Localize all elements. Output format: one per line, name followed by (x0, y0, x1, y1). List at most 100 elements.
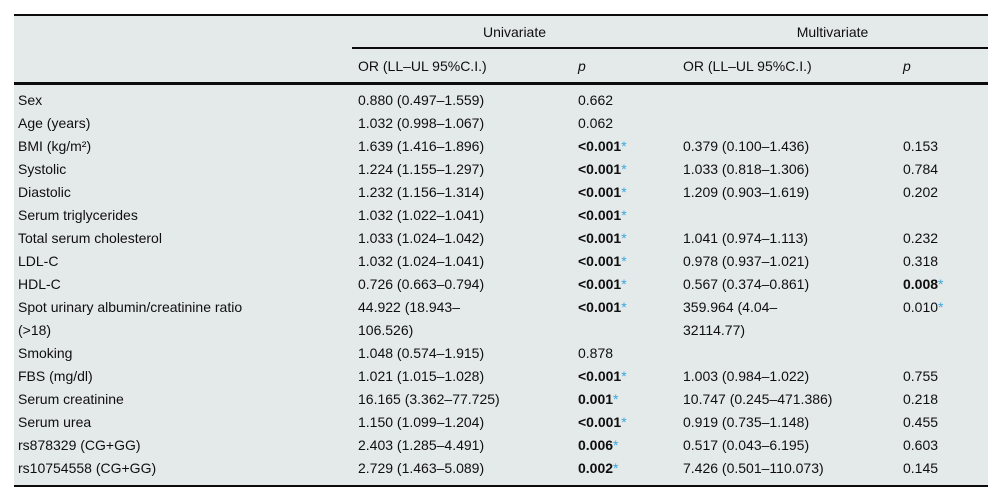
p-value-univariate: 0.006* (572, 434, 677, 457)
p-value-multivariate: 0.784 (897, 158, 988, 181)
or-value-multivariate: 0.379 (0.100–1.436) (683, 138, 810, 154)
table-row: LDL-C 1.032 (1.024–1.041) <0.001* 0.978 (0.… (14, 250, 988, 273)
or-value-multivariate: 7.426 (0.501–110.073) (683, 460, 824, 476)
p-value-multivariate: 0.455 (897, 411, 988, 434)
significance-star: * (621, 368, 627, 384)
or-value-univariate: 0.726 (0.663–0.794) (358, 276, 485, 292)
significance-star: * (621, 161, 627, 177)
label-column-spacer (14, 15, 352, 48)
or-value-univariate: 1.150 (1.099–1.204) (358, 414, 485, 430)
p-text: 0.010 (903, 299, 939, 315)
p-text: <0.001 (578, 253, 622, 269)
p-value-multivariate: 0.202 (897, 181, 988, 204)
or-value-multivariate (677, 342, 897, 365)
table-row: Serum triglycerides 1.032 (1.022–1.041) <0… (14, 204, 988, 227)
or-value-univariate: 1.639 (1.416–1.896) (358, 138, 485, 154)
p-value-multivariate (897, 112, 988, 135)
table-row: BMI (kg/m²) 1.639 (1.416–1.896) <0.001* 0.3… (14, 135, 988, 158)
p-value-univariate: <0.001* (572, 135, 677, 158)
row-label: FBS (mg/dl) (18, 368, 93, 384)
p-value-univariate: 0.662 (572, 84, 677, 113)
p-value-multivariate (897, 204, 988, 227)
p-value-multivariate: 0.318 (897, 250, 988, 273)
p-value-multivariate: 0.755 (897, 365, 988, 388)
significance-star: * (938, 299, 944, 315)
table-row: Smoking 1.048 (0.574–1.915) 0.878 (14, 342, 988, 365)
row-label: Smoking (18, 345, 73, 361)
p-value-multivariate: 0.008* (897, 273, 988, 296)
significance-star: * (938, 276, 944, 292)
or-value-univariate: 2.403 (1.285–4.491) (358, 437, 485, 453)
p-text: <0.001 (578, 368, 622, 384)
regression-results-table: Univariate Multivariate OR (LL–UL 95%C.I… (14, 14, 988, 487)
group-header-row: Univariate Multivariate (14, 15, 988, 49)
significance-star: * (613, 437, 619, 453)
or-value-univariate: 2.729 (1.463–5.089) (358, 460, 485, 476)
label-column-spacer (14, 48, 352, 85)
p-text: 0.455 (903, 414, 939, 430)
table-row: Serum creatinine 16.165 (3.362–77.725) 0.0… (14, 388, 988, 411)
p-text: 0.318 (903, 253, 939, 269)
p-text: 0.218 (903, 391, 939, 407)
p-text: 0.153 (903, 138, 939, 154)
p-value-univariate: 0.878 (572, 342, 677, 365)
p-value-multivariate: 0.010* (897, 296, 988, 342)
p-text: 0.603 (903, 437, 939, 453)
p-value-univariate: <0.001* (572, 227, 677, 250)
p-text: 0.755 (903, 368, 939, 384)
p-value-univariate: <0.001* (572, 365, 677, 388)
row-label: Age (years) (18, 115, 91, 131)
table-row: HDL-C 0.726 (0.663–0.794) <0.001* 0.567 (0.… (14, 273, 988, 296)
table-row: FBS (mg/dl) 1.021 (1.015–1.028) <0.001* 1.0… (14, 365, 988, 388)
p-value-multivariate: 0.232 (897, 227, 988, 250)
p-value-univariate: <0.001* (572, 204, 677, 227)
or-value-univariate: 1.032 (1.024–1.041) (358, 253, 485, 269)
p-text: <0.001 (578, 299, 622, 315)
or-value-multivariate (677, 112, 897, 135)
or-value-multivariate: 0.567 (0.374–0.861) (683, 276, 810, 292)
p-value-multivariate: 0.145 (897, 457, 988, 486)
table-header: Univariate Multivariate OR (LL–UL 95%C.I… (14, 15, 988, 85)
p-value-multivariate: 0.603 (897, 434, 988, 457)
or-value-univariate: 1.021 (1.015–1.028) (358, 368, 485, 384)
or-value-multivariate: 1.041 (0.974–1.113) (683, 230, 809, 246)
column-header-or-multivariate: OR (LL–UL 95%C.I.) (677, 48, 897, 85)
row-label: Serum urea (18, 414, 92, 430)
table-body: Sex 0.880 (0.497–1.559) 0.662 Age (years) 1.… (14, 84, 988, 487)
or-value-univariate: 1.232 (1.156–1.314) (358, 184, 485, 200)
group-header-multivariate: Multivariate (677, 15, 988, 49)
significance-star: * (621, 276, 627, 292)
p-value-multivariate: 0.153 (897, 135, 988, 158)
row-label: Serum triglycerides (18, 207, 138, 223)
p-value-multivariate (897, 342, 988, 365)
p-text: <0.001 (578, 230, 622, 246)
p-value-univariate: <0.001* (572, 250, 677, 273)
row-label: rs878329 (CG+GG) (18, 437, 141, 453)
table-row: Serum urea 1.150 (1.099–1.204) <0.001* 0.91… (14, 411, 988, 434)
p-text: <0.001 (578, 161, 622, 177)
column-header-p-univariate: p (572, 48, 677, 85)
p-value-multivariate (897, 84, 988, 113)
p-text: 0.878 (578, 345, 614, 361)
p-text: 0.008 (903, 276, 939, 292)
p-text: <0.001 (578, 207, 622, 223)
p-value-univariate: <0.001* (572, 181, 677, 204)
column-header-row: OR (LL–UL 95%C.I.) p OR (LL–UL 95%C.I.) … (14, 48, 988, 85)
or-value-univariate: 0.880 (0.497–1.559) (358, 92, 485, 108)
table-row: rs878329 (CG+GG) 2.403 (1.285–4.491) 0.006… (14, 434, 988, 457)
row-label: Systolic (18, 161, 67, 177)
row-label: Diastolic (18, 184, 71, 200)
or-value-multivariate: 1.033 (0.818–1.306) (683, 161, 810, 177)
table-row: Age (years) 1.032 (0.998–1.067) 0.062 (14, 112, 988, 135)
or-value-multivariate: 1.209 (0.903–1.619) (683, 184, 810, 200)
significance-star: * (621, 207, 627, 223)
table-row: Spot urinary albumin/creatinine ratio (>… (14, 296, 988, 342)
row-label: Total serum cholesterol (18, 230, 162, 246)
table-row: Diastolic 1.232 (1.156–1.314) <0.001* 1.209… (14, 181, 988, 204)
group-header-univariate: Univariate (352, 15, 677, 49)
p-value-univariate: <0.001* (572, 273, 677, 296)
significance-star: * (621, 253, 627, 269)
p-text: 0.002 (578, 460, 614, 476)
or-value-multivariate (677, 204, 897, 227)
p-text: <0.001 (578, 184, 622, 200)
